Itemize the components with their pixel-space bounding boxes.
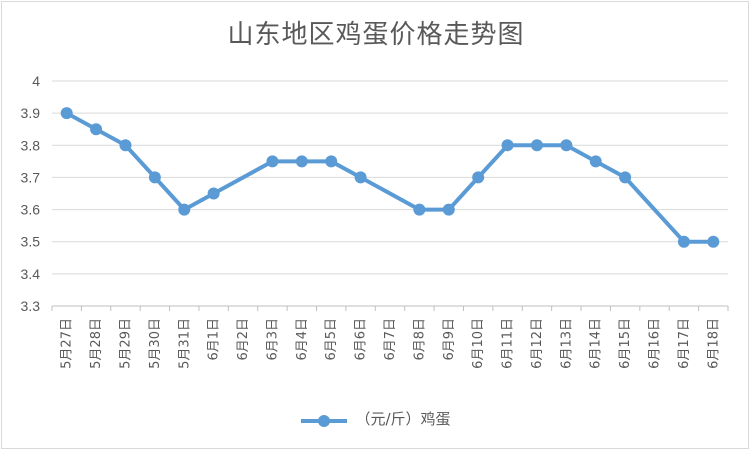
data-point bbox=[560, 139, 573, 152]
data-point bbox=[589, 155, 602, 168]
y-tick-label: 3.8 bbox=[21, 137, 41, 153]
data-point bbox=[413, 203, 426, 216]
x-tick-label: 6月9日 bbox=[442, 318, 457, 361]
x-tick-label: 6月18日 bbox=[706, 318, 721, 369]
x-tick-label: 5月28日 bbox=[89, 318, 104, 369]
data-point bbox=[354, 171, 367, 184]
data-point bbox=[207, 187, 220, 200]
gridlines bbox=[52, 80, 728, 275]
x-tick-label: 6月8日 bbox=[412, 318, 427, 361]
x-tick-label: 6月16日 bbox=[648, 318, 663, 369]
x-axis: 5月27日 5月28日 5月29日 5月30日 5月31日 6月1日 6月2日 6月3日 6月4… bbox=[51, 305, 729, 369]
data-point bbox=[619, 171, 632, 184]
x-tick-label: 6月10日 bbox=[471, 318, 486, 369]
chart-title: 山东地区鸡蛋价格走势图 bbox=[227, 20, 525, 50]
y-tick-label: 4 bbox=[32, 73, 40, 89]
data-point bbox=[295, 155, 308, 168]
y-tick-label: 3.9 bbox=[21, 105, 41, 121]
x-tick-label: 6月15日 bbox=[618, 318, 633, 369]
data-point bbox=[707, 235, 720, 248]
x-tick-label: 6月11日 bbox=[501, 318, 516, 369]
data-point bbox=[90, 123, 103, 136]
x-tick-label: 6月1日 bbox=[207, 318, 222, 361]
data-point bbox=[148, 171, 161, 184]
y-tick-label: 3.6 bbox=[21, 202, 41, 218]
data-point bbox=[501, 139, 514, 152]
data-point bbox=[178, 203, 191, 216]
series-markers bbox=[60, 107, 720, 248]
data-point bbox=[472, 171, 485, 184]
y-tick-label: 3.4 bbox=[21, 266, 41, 282]
data-point bbox=[60, 107, 73, 120]
data-point bbox=[677, 235, 690, 248]
data-point bbox=[266, 155, 279, 168]
x-tick-label: 5月30日 bbox=[148, 318, 163, 369]
x-tick-label: 6月17日 bbox=[677, 318, 692, 369]
data-point bbox=[442, 203, 455, 216]
x-tick-label: 6月12日 bbox=[530, 318, 545, 369]
x-tick-label: 6月7日 bbox=[383, 318, 398, 361]
y-tick-label: 3.3 bbox=[21, 298, 41, 314]
x-tick-label: 6月3日 bbox=[265, 318, 280, 361]
x-tick-label: 5月31日 bbox=[177, 318, 192, 369]
x-tick-label: 6月4日 bbox=[295, 318, 310, 361]
x-tick-label: 6月13日 bbox=[559, 318, 574, 369]
legend-line-marker-icon bbox=[301, 413, 348, 427]
x-tick-label: 5月27日 bbox=[60, 318, 75, 369]
data-point bbox=[530, 139, 543, 152]
y-tick-label: 3.5 bbox=[21, 234, 41, 250]
x-tick-label: 5月29日 bbox=[118, 318, 133, 369]
legend: （元/斤）鸡蛋 bbox=[0, 408, 752, 429]
legend-label: （元/斤）鸡蛋 bbox=[355, 410, 451, 428]
x-tick-label: 6月5日 bbox=[324, 318, 339, 361]
x-tick-label: 6月2日 bbox=[236, 318, 251, 361]
y-tick-label: 3.7 bbox=[21, 169, 41, 185]
x-tick-label: 6月14日 bbox=[589, 318, 604, 369]
data-point bbox=[325, 155, 338, 168]
y-axis-ticks: 4 3.9 3.8 3.7 3.6 3.5 3.4 3.3 bbox=[21, 73, 41, 314]
data-point bbox=[119, 139, 132, 152]
x-tick-label: 6月6日 bbox=[354, 318, 369, 361]
